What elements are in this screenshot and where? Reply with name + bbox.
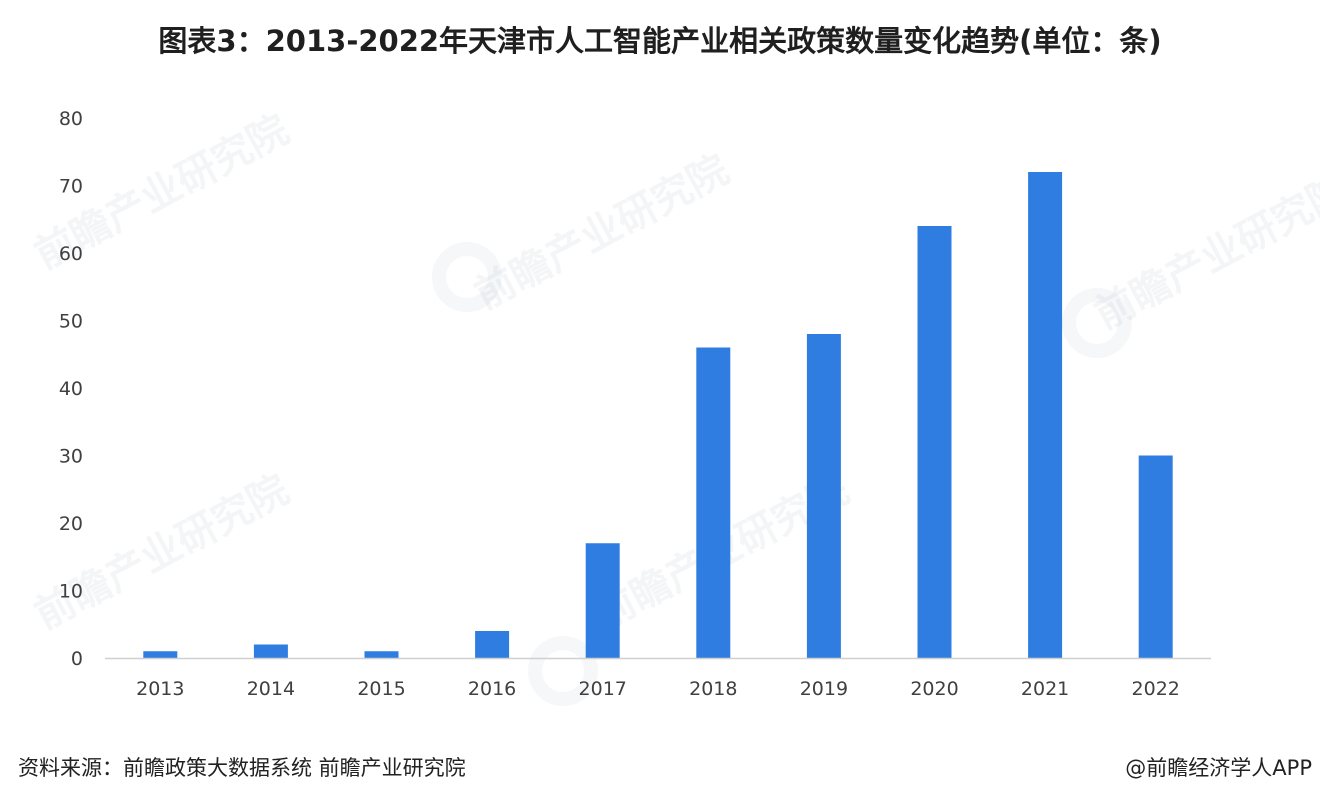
bar [364,651,399,658]
bar [585,543,620,658]
y-tick-label: 30 [59,446,83,468]
source-note: 资料来源：前瞻政策大数据系统 前瞻产业研究院 [18,756,466,780]
y-tick-label: 20 [59,513,83,535]
x-tick-label: 2014 [247,678,295,700]
x-tick-label: 2019 [800,678,848,700]
y-tick-label: 60 [59,243,83,265]
x-tick-label: 2018 [689,678,737,700]
bar [1138,455,1173,658]
x-tick-label: 2017 [579,678,627,700]
y-tick-label: 40 [59,378,83,400]
bar [696,347,731,658]
brand-credit: @前瞻经济学人APP [1125,756,1312,780]
bar [253,644,288,658]
bar [806,334,841,658]
x-tick-label: 2020 [910,678,958,700]
y-tick-label: 50 [59,311,83,333]
y-tick-label: 0 [71,648,83,670]
x-tick-label: 2022 [1132,678,1180,700]
y-tick-label: 10 [59,581,83,603]
bar [917,226,952,658]
bar [1028,172,1063,658]
y-tick-label: 80 [59,108,83,130]
x-tick-label: 2016 [468,678,516,700]
chart-title: 图表3：2013-2022年天津市人工智能产业相关政策数量变化趋势(单位：条) [158,24,1162,58]
x-tick-label: 2021 [1021,678,1069,700]
x-tick-label: 2013 [136,678,184,700]
bar [143,651,178,658]
bar [475,631,510,658]
x-tick-label: 2015 [357,678,405,700]
y-tick-label: 70 [59,176,83,198]
